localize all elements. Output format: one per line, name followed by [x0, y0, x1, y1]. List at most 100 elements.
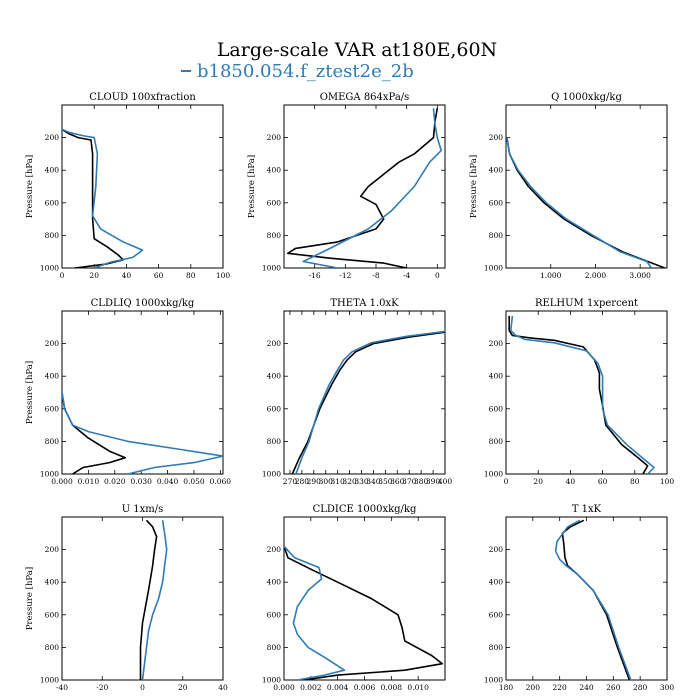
- y-tick-label: 800: [45, 231, 60, 240]
- y-tick-label: 200: [267, 339, 282, 348]
- plot-frame: [61, 104, 224, 269]
- y-tick-label: 1000: [484, 676, 503, 685]
- x-tick-label: 60: [154, 271, 164, 280]
- y-tick-label: 600: [489, 610, 504, 619]
- y-tick-label: 600: [267, 404, 282, 413]
- plot-frame: [283, 104, 446, 269]
- y-tick-label: 400: [45, 372, 60, 381]
- series-line-control: [139, 519, 158, 680]
- x-tick-label: 0.020: [104, 477, 126, 486]
- y-axis-label: Pressure [hPa]: [469, 155, 479, 218]
- panel-title: CLDLIQ 1000xkg/kg: [91, 298, 195, 309]
- plot-frame: [505, 104, 668, 269]
- x-tick-label: 200: [526, 683, 541, 692]
- y-tick-label: 1000: [262, 264, 281, 273]
- x-tick-label: 320: [342, 477, 357, 486]
- x-tick-label: 20: [533, 477, 543, 486]
- y-tick-label: 1000: [484, 470, 503, 479]
- series-line-control: [284, 546, 444, 680]
- series-line-test: [141, 520, 168, 680]
- x-tick-label: 0.000: [273, 683, 295, 692]
- x-tick-label: 0.030: [130, 477, 152, 486]
- series-line-test: [295, 330, 445, 474]
- y-tick-label: 200: [489, 339, 504, 348]
- y-tick-label: 400: [489, 372, 504, 381]
- x-tick-label: 40: [122, 271, 132, 280]
- series-line-control: [62, 128, 124, 268]
- x-tick-label: 100: [660, 477, 675, 486]
- x-tick-label: 0.000: [51, 477, 73, 486]
- y-tick-label: 200: [267, 133, 282, 142]
- x-tick-label: 340: [366, 477, 381, 486]
- plot-frame: [61, 310, 224, 475]
- y-axis-label: Pressure [hPa]: [25, 361, 35, 424]
- series-line-control: [286, 108, 439, 268]
- y-tick-label: 600: [45, 198, 60, 207]
- x-tick-label: 0: [60, 271, 65, 280]
- y-tick-label: 200: [489, 545, 504, 554]
- legend: b1850.054.f_ztest2e_2b: [181, 61, 414, 82]
- y-tick-label: 1000: [40, 264, 59, 273]
- y-tick-label: 600: [267, 610, 282, 619]
- panel-7: U 1xm/s 200 400 600 800 1000-40 -20 0 20 40 Pressu…: [25, 504, 228, 692]
- plot-frame: [61, 516, 224, 681]
- panel-title: RELHUM 1xpercent: [535, 298, 638, 309]
- x-tick-label: 360: [390, 477, 405, 486]
- y-tick-label: 400: [45, 578, 60, 587]
- x-tick-label: 0.004: [327, 683, 349, 692]
- x-tick-label: -8: [372, 271, 380, 280]
- y-tick-label: 600: [489, 198, 504, 207]
- x-tick-label: 20: [89, 271, 99, 280]
- y-tick-label: 200: [267, 545, 282, 554]
- y-tick-label: 200: [45, 545, 60, 554]
- panel-2: OMEGA 864xPa/s 200 400 600 800 1000 -16 -12 -8 -4…: [247, 92, 446, 280]
- panel-3: Q 1000xkg/kg 200 400 600 800 1000 1.000 2.000 3.…: [469, 92, 668, 280]
- y-tick-label: 400: [489, 578, 504, 587]
- y-tick-label: 800: [489, 643, 504, 652]
- y-tick-label: 1000: [40, 470, 59, 479]
- plot-frame: [505, 310, 668, 475]
- y-tick-label: 800: [267, 643, 282, 652]
- x-tick-label: 370: [402, 477, 417, 486]
- y-tick-label: 1000: [484, 264, 503, 273]
- y-tick-label: 400: [489, 166, 504, 175]
- y-tick-label: 200: [45, 339, 60, 348]
- panel-title: Q 1000xkg/kg: [551, 92, 622, 103]
- x-tick-label: 180: [499, 683, 514, 692]
- y-tick-label: 800: [45, 643, 60, 652]
- x-tick-label: 330: [354, 477, 369, 486]
- x-tick-label: -12: [339, 271, 351, 280]
- y-tick-label: 600: [267, 198, 282, 207]
- x-tick-label: 60: [598, 477, 608, 486]
- series-line-control: [291, 331, 445, 474]
- series-line-test: [302, 108, 443, 268]
- x-tick-label: 280: [295, 477, 310, 486]
- x-tick-label: 2.000: [585, 271, 607, 280]
- x-tick-label: 0: [504, 477, 509, 486]
- panel-title: T 1xK: [572, 504, 602, 515]
- panel-title: CLDICE 1000xkg/kg: [313, 504, 417, 515]
- x-tick-label: 0.060: [210, 477, 232, 486]
- y-axis-label: Pressure [hPa]: [247, 155, 257, 218]
- panel-title: U 1xm/s: [122, 504, 164, 515]
- x-tick-label: -20: [96, 683, 108, 692]
- series-line-test: [506, 137, 652, 268]
- x-tick-label: 290: [307, 477, 322, 486]
- y-tick-label: 800: [267, 437, 282, 446]
- plot-frame: [283, 310, 446, 475]
- x-tick-label: 100: [216, 271, 231, 280]
- y-tick-label: 1000: [262, 470, 281, 479]
- panel-5: THETA 1.0xK20040060080010002702802903003…: [262, 298, 452, 486]
- x-tick-label: 1.000: [540, 271, 562, 280]
- series-line-control: [561, 519, 631, 680]
- figure-title: Large-scale VAR at180E,60N: [217, 39, 497, 61]
- y-axis-label: Pressure [hPa]: [25, 567, 35, 630]
- y-tick-label: 400: [45, 166, 60, 175]
- series-line-test: [554, 519, 632, 680]
